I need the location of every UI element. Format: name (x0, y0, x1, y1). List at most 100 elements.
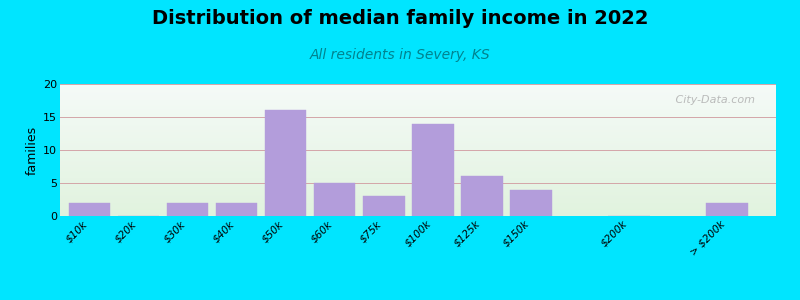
Bar (60, 126, 776, 128)
Bar (60, 109, 776, 110)
Bar (60, 195, 776, 196)
Bar (60, 151, 776, 153)
Bar (60, 167, 776, 169)
Bar (60, 125, 776, 126)
Y-axis label: families: families (26, 125, 39, 175)
Bar (60, 92, 776, 93)
Bar (60, 157, 776, 158)
Bar (60, 136, 776, 137)
Bar (60, 130, 776, 131)
Bar (166, 203, 208, 216)
Bar (60, 85, 776, 87)
Bar (60, 101, 776, 103)
Bar (60, 153, 776, 154)
Bar (60, 104, 776, 105)
Bar (60, 188, 776, 190)
Bar (265, 110, 306, 216)
Bar (60, 174, 776, 175)
Bar (60, 175, 776, 176)
Bar (60, 183, 776, 184)
Bar (706, 203, 748, 216)
Bar (60, 164, 776, 166)
Bar (60, 159, 776, 160)
Bar (60, 89, 776, 91)
Bar (314, 183, 355, 216)
Bar (60, 203, 776, 204)
Bar (60, 187, 776, 188)
Bar (412, 124, 454, 216)
Bar (60, 158, 776, 159)
Bar (60, 190, 776, 191)
Bar (60, 200, 776, 202)
Bar (60, 137, 776, 138)
Bar (60, 212, 776, 213)
Bar (60, 134, 776, 136)
Bar (60, 197, 776, 199)
Bar (60, 114, 776, 116)
Text: All residents in Severy, KS: All residents in Severy, KS (310, 48, 490, 62)
Bar (60, 117, 776, 118)
Bar (60, 129, 776, 130)
Bar (60, 192, 776, 194)
Bar (60, 142, 776, 143)
Bar (60, 97, 776, 98)
Bar (60, 194, 776, 195)
Bar (60, 143, 776, 145)
Bar (60, 211, 776, 212)
Bar (60, 120, 776, 121)
Bar (363, 196, 405, 216)
Bar (60, 150, 776, 151)
Bar (60, 182, 776, 183)
Bar (60, 94, 776, 96)
Bar (60, 196, 776, 197)
Bar (60, 208, 776, 209)
Bar (60, 162, 776, 163)
Text: Distribution of median family income in 2022: Distribution of median family income in … (152, 9, 648, 28)
Bar (60, 155, 776, 157)
Bar (60, 84, 776, 85)
Bar (60, 141, 776, 142)
Text: City-Data.com: City-Data.com (671, 94, 754, 105)
Bar (60, 163, 776, 164)
Bar (60, 186, 776, 187)
Bar (60, 118, 776, 120)
Bar (60, 96, 776, 97)
Bar (60, 176, 776, 178)
Bar (60, 209, 776, 211)
Bar (60, 160, 776, 162)
Bar (60, 199, 776, 200)
Bar (60, 180, 776, 182)
Bar (60, 116, 776, 117)
Bar (60, 145, 776, 146)
Bar (60, 87, 776, 88)
Bar (60, 147, 776, 149)
Bar (60, 149, 776, 150)
Bar (60, 110, 776, 112)
Bar (69, 203, 110, 216)
Bar (60, 121, 776, 122)
Bar (60, 103, 776, 104)
Bar (60, 170, 776, 171)
Bar (461, 176, 502, 216)
Bar (60, 178, 776, 179)
Bar (60, 215, 776, 216)
Bar (60, 172, 776, 174)
Bar (60, 213, 776, 215)
Bar (60, 93, 776, 94)
Bar (60, 154, 776, 155)
Bar (510, 190, 552, 216)
Bar (60, 108, 776, 109)
Bar (60, 140, 776, 141)
Bar (60, 146, 776, 147)
Bar (60, 100, 776, 101)
Bar (60, 202, 776, 203)
Bar (60, 206, 776, 207)
Bar (60, 133, 776, 134)
Bar (60, 171, 776, 172)
Bar (60, 191, 776, 192)
Bar (60, 207, 776, 208)
Bar (60, 166, 776, 167)
Bar (60, 88, 776, 89)
Bar (60, 106, 776, 108)
Bar (60, 131, 776, 133)
